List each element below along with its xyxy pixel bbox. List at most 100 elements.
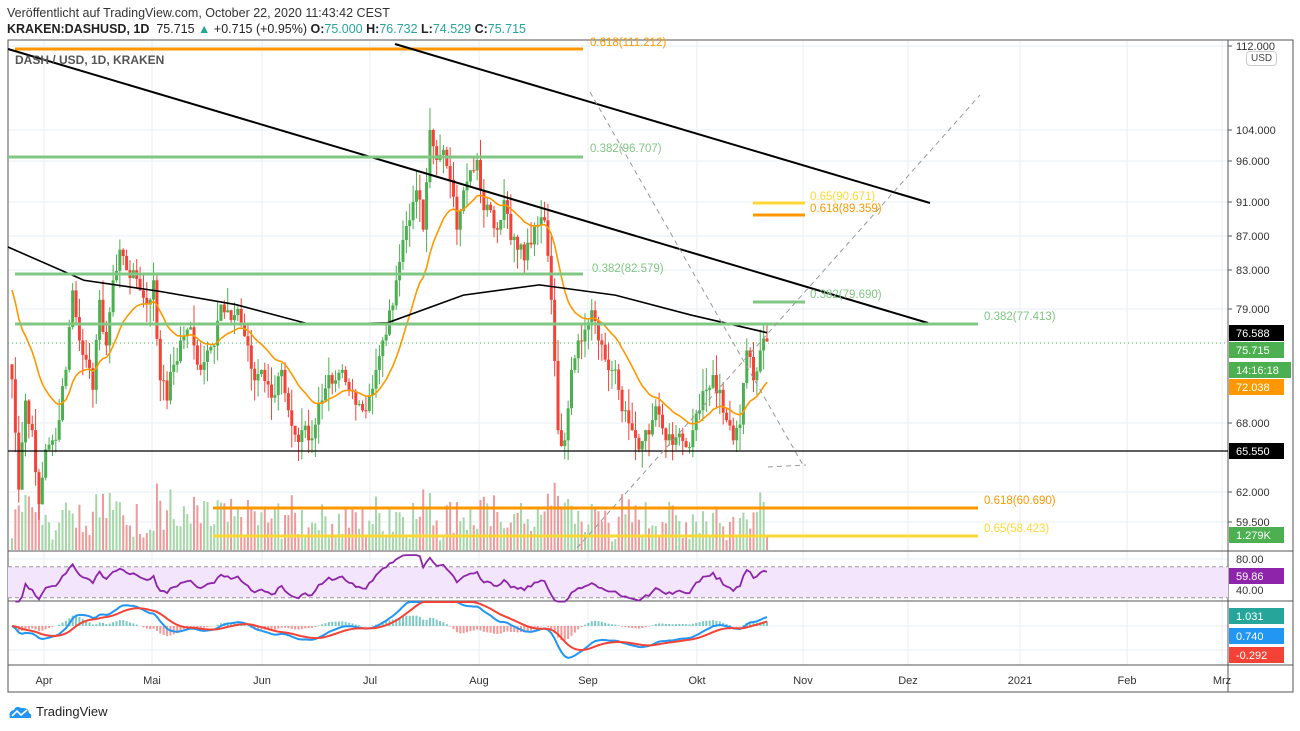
volume-bar [95,494,98,550]
volume-bar [658,537,661,550]
currency-button[interactable]: USD [1246,51,1278,66]
macd-histogram-bar [624,626,627,628]
volume-bar [253,511,256,550]
macd-histogram-bar [523,626,526,633]
open-value: 75.000 [324,22,363,36]
candle-body [630,423,634,431]
price-label-badge [1229,527,1284,543]
candle-body [404,226,408,241]
candle-body [596,321,600,341]
candle-body [607,359,611,371]
volume-bar [41,524,44,550]
macd-histogram-bar [51,626,54,627]
candle-body [721,389,725,413]
macd-histogram-bar [536,626,539,628]
volume-bar [449,501,452,550]
candle-body [64,369,68,387]
candle-body [67,327,71,370]
volume-bar [749,528,752,550]
volume-bar [469,508,472,550]
volume-bar [361,507,364,550]
macd-histogram-bar [58,624,61,626]
macd-histogram-bar [290,626,293,629]
candle-body [512,236,516,241]
price-label-text: 75.715 [1236,345,1270,357]
tradingview-logo[interactable]: TradingView [8,704,108,719]
fib-label: 0.618(60.690) [984,495,1056,507]
candle-body [418,190,422,200]
volume-bar [280,538,283,550]
macd-histogram-bar [172,626,175,635]
time-tick-label: Dez [898,675,918,687]
fib-label: 0.382(79.690) [810,289,882,301]
price-label-text: 1.279K [1236,530,1272,542]
candle-body [674,437,678,445]
macd-histogram-bar [472,626,475,631]
volume-bar [671,505,674,550]
macd-histogram-bar [631,626,634,629]
candle-body [738,424,742,428]
candle-body [583,329,587,342]
symbol-header: KRAKEN:DASHUSD, 1D 75.715 ▲ +0.715 (+0.9… [7,22,526,36]
candle-body [371,388,375,396]
macd-histogram-bar [277,626,280,629]
macd-histogram-bar [270,626,273,630]
macd-value-badge [1229,647,1284,663]
macd-histogram-bar [671,624,674,626]
volume-bar [344,507,347,550]
candle-body [667,434,671,441]
price-label-text: 76.588 [1236,328,1270,340]
macd-histogram-bar [314,626,317,627]
volume-bar [388,509,391,550]
macd-histogram-bar [749,621,752,626]
macd-histogram-bar [462,626,465,634]
candle-body [175,361,179,365]
candle-body [222,304,226,313]
volume-bar [516,512,519,550]
macd-histogram-bar [658,623,661,626]
macd-histogram-bar [557,626,560,638]
volume-bar [128,525,131,550]
candle-body [158,338,162,381]
volume-bar [668,501,671,550]
volume-bar [290,495,293,550]
candle-body [741,383,745,425]
volume-bar [597,511,600,550]
candle-body [708,387,712,390]
volume-bar [162,529,165,550]
volume-bar [688,538,691,550]
volume-bar [506,527,509,550]
candle-body [344,369,348,383]
candle-body [57,420,61,440]
volume-bar [236,507,239,550]
volume-bar [712,513,715,550]
candle-body [202,361,206,370]
macd-histogram-bar [179,626,182,632]
volume-bar [594,508,597,550]
price-change: +0.715 (+0.95%) [213,22,308,36]
candle-body [610,369,614,371]
candle-body [212,345,216,347]
macd-histogram-bar [466,626,469,633]
high-value: 76.732 [379,22,418,36]
candle-body [519,244,523,250]
candle-body [13,379,17,433]
candle-body [94,339,98,390]
volume-bar [351,507,354,550]
symbol-name[interactable]: KRAKEN:DASHUSD, 1D [7,22,150,36]
volume-bar [553,482,556,550]
high-label: H: [366,22,380,36]
candle-body [377,356,381,370]
fib-label: 0.618(111.212) [590,37,666,49]
macd-histogram-bar [327,622,330,626]
candle-body [765,338,769,342]
volume-bar [68,510,71,550]
volume-bar [14,509,17,550]
macd-histogram-bar [668,623,671,626]
price-chart[interactable]: 0.618(111.212) 0.382(96.707) 0.382(82.579)… [0,0,1300,700]
volume-bar [530,531,533,550]
volume-bar [536,507,539,550]
volume-bar [759,492,762,550]
time-tick-label: Sep [578,675,598,687]
candle-body [71,290,75,328]
